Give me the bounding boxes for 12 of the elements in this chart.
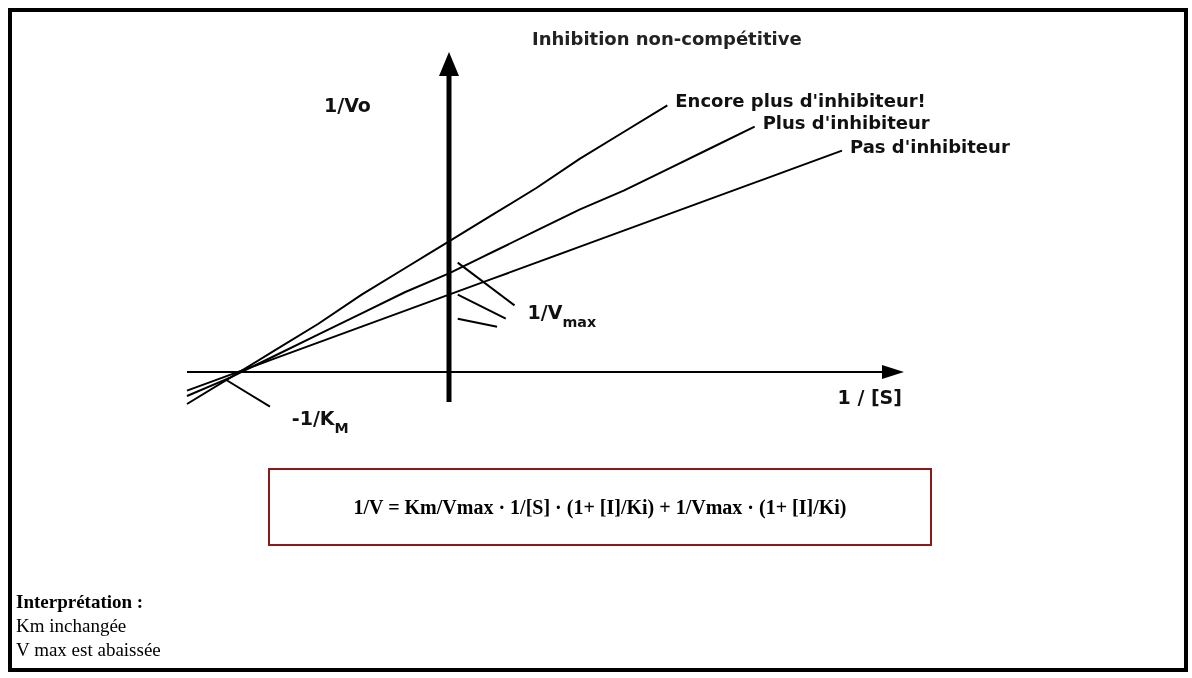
y-axis-title: 1/Vo bbox=[324, 94, 371, 116]
series-label: Pas d'inhibiteur bbox=[850, 135, 1010, 157]
text: Interprétation : bbox=[16, 590, 145, 614]
x-axis-title: 1 / [S] bbox=[837, 386, 902, 408]
annotation: 1/V$_{max}$ bbox=[527, 300, 597, 330]
text: V max est abaissée bbox=[16, 638, 161, 662]
series-label: Plus d'inhibiteur bbox=[762, 111, 930, 133]
text: -1/K$_{M}$ bbox=[291, 407, 349, 437]
text: 1/V = Km/Vmax · 1/[S] · (1+ [I]/Ki) + 1/Vmax · (1+ [I]/Ki) bbox=[268, 468, 932, 546]
text: Km inchangée bbox=[16, 614, 128, 638]
series-label: Encore plus d'inhibiteur! bbox=[675, 90, 926, 112]
chart-title: Inhibition non-compétitive bbox=[532, 28, 802, 49]
